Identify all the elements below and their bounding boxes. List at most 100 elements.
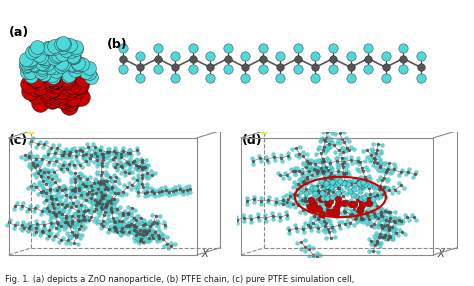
Point bbox=[74, 160, 82, 165]
Point bbox=[79, 221, 86, 225]
Point bbox=[206, 54, 214, 59]
Point bbox=[79, 153, 87, 158]
Point bbox=[66, 100, 73, 104]
Point bbox=[79, 213, 87, 217]
Point bbox=[66, 217, 74, 221]
Point bbox=[376, 165, 383, 169]
Point bbox=[50, 199, 57, 203]
Point bbox=[136, 240, 143, 245]
Point bbox=[36, 84, 43, 88]
Point bbox=[324, 170, 331, 175]
Point bbox=[338, 211, 346, 215]
Point bbox=[71, 226, 78, 230]
Point bbox=[301, 190, 309, 194]
Point bbox=[378, 148, 385, 153]
Point bbox=[33, 162, 40, 167]
Point bbox=[70, 241, 78, 245]
Point bbox=[347, 158, 355, 162]
Point bbox=[130, 160, 138, 164]
Point bbox=[263, 157, 271, 162]
Point bbox=[354, 212, 362, 217]
Point bbox=[331, 132, 339, 136]
Point bbox=[25, 162, 33, 166]
Point bbox=[296, 151, 303, 156]
Point bbox=[114, 191, 122, 196]
Point bbox=[115, 225, 122, 229]
Point bbox=[86, 217, 93, 222]
Point bbox=[385, 227, 393, 232]
Point bbox=[106, 188, 113, 193]
Point bbox=[58, 194, 66, 199]
Point bbox=[374, 193, 381, 197]
Point bbox=[87, 199, 94, 204]
Point bbox=[98, 206, 106, 211]
Point bbox=[379, 187, 387, 192]
Point bbox=[321, 177, 328, 182]
Point bbox=[377, 231, 385, 236]
Point bbox=[396, 173, 403, 177]
Point bbox=[52, 180, 59, 184]
Point bbox=[66, 96, 73, 100]
Point bbox=[151, 194, 159, 198]
Point bbox=[139, 225, 146, 230]
Point bbox=[62, 214, 69, 218]
Point bbox=[5, 220, 12, 225]
Point bbox=[72, 186, 79, 190]
Point bbox=[57, 165, 65, 169]
Point bbox=[74, 151, 82, 156]
Point bbox=[122, 191, 130, 196]
Point bbox=[327, 207, 334, 211]
Point bbox=[137, 180, 144, 184]
Point bbox=[308, 202, 316, 206]
Point bbox=[224, 45, 231, 50]
Point bbox=[60, 205, 67, 209]
Point bbox=[385, 225, 393, 229]
Point bbox=[91, 198, 98, 202]
Point bbox=[386, 212, 393, 217]
Point bbox=[140, 188, 148, 193]
Point bbox=[77, 176, 84, 180]
Point bbox=[308, 200, 316, 204]
Point bbox=[137, 237, 145, 241]
Point bbox=[116, 221, 124, 226]
Point bbox=[343, 148, 351, 152]
Point bbox=[323, 212, 331, 216]
Point bbox=[362, 198, 369, 202]
Point bbox=[363, 182, 370, 186]
Point bbox=[62, 223, 69, 227]
Point bbox=[319, 215, 327, 220]
Point bbox=[34, 171, 42, 176]
Point bbox=[93, 184, 101, 188]
Point bbox=[376, 195, 383, 200]
Point bbox=[143, 230, 151, 235]
Point bbox=[27, 73, 35, 78]
Point bbox=[73, 223, 80, 228]
Point bbox=[100, 197, 108, 202]
Point bbox=[126, 157, 134, 162]
Point bbox=[374, 216, 382, 220]
Point bbox=[410, 215, 418, 220]
Point bbox=[243, 196, 251, 200]
Point bbox=[82, 159, 90, 164]
Point bbox=[257, 199, 265, 204]
Point bbox=[106, 175, 114, 180]
Point bbox=[334, 211, 341, 216]
Point bbox=[311, 204, 319, 208]
Point bbox=[55, 143, 63, 148]
Point bbox=[286, 190, 293, 195]
Point bbox=[349, 214, 357, 219]
Point bbox=[64, 150, 71, 154]
Point bbox=[165, 193, 173, 197]
Point bbox=[125, 221, 133, 225]
Point bbox=[165, 190, 173, 194]
Point bbox=[24, 229, 31, 233]
Point bbox=[299, 201, 307, 206]
Point bbox=[346, 221, 354, 225]
Point bbox=[321, 208, 329, 213]
Point bbox=[302, 164, 310, 169]
Point bbox=[145, 226, 153, 231]
Point bbox=[270, 152, 277, 157]
Point bbox=[320, 127, 328, 132]
Point bbox=[302, 191, 310, 196]
Point bbox=[68, 219, 76, 223]
